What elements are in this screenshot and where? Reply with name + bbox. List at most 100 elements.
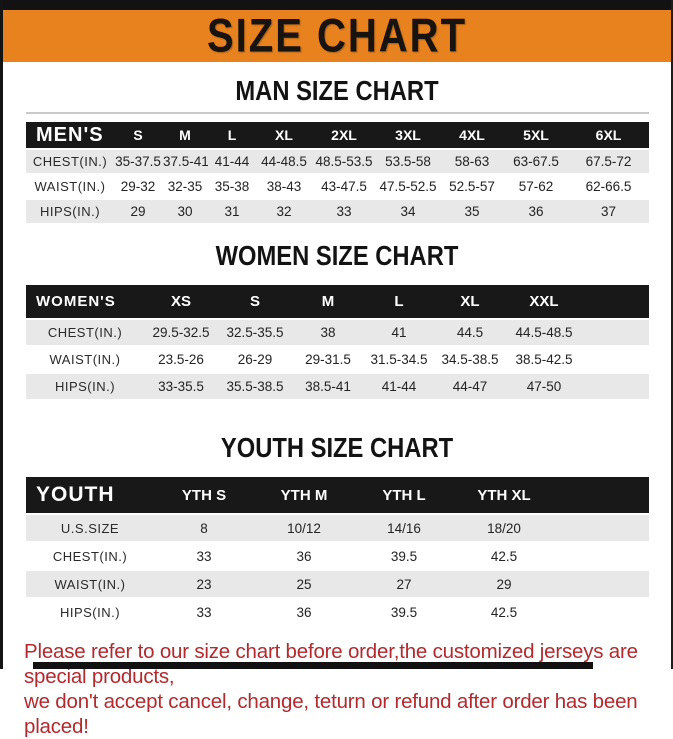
size-cell: 30 bbox=[162, 200, 208, 223]
size-cell: 36 bbox=[254, 599, 354, 625]
women-size-col: XXL bbox=[506, 285, 582, 318]
page-title: SIZE CHART bbox=[207, 9, 467, 62]
size-cell: 8 bbox=[154, 515, 254, 541]
row-label: WAIST(IN.) bbox=[26, 175, 114, 198]
size-cell: 67.5-72 bbox=[568, 150, 649, 173]
size-cell: 31 bbox=[208, 200, 256, 223]
size-cell: 34.5-38.5 bbox=[434, 347, 506, 372]
women-size-col: S bbox=[218, 285, 292, 318]
men-size-col: 3XL bbox=[376, 122, 440, 148]
size-cell: 35.5-38.5 bbox=[218, 374, 292, 399]
size-cell: 35-38 bbox=[208, 175, 256, 198]
header-filler bbox=[582, 285, 649, 318]
size-cell: 27 bbox=[354, 571, 454, 597]
row-label: U.S.SIZE bbox=[26, 515, 154, 541]
size-cell: 53.5-58 bbox=[376, 150, 440, 173]
youth-chest-row: CHEST(IN.) 33 36 39.5 42.5 bbox=[26, 543, 649, 569]
size-cell: 34 bbox=[376, 200, 440, 223]
size-cell: 33 bbox=[154, 543, 254, 569]
size-cell: 52.5-57 bbox=[440, 175, 504, 198]
size-cell: 42.5 bbox=[454, 599, 554, 625]
title-banner: SIZE CHART bbox=[3, 9, 671, 62]
size-cell: 47-50 bbox=[506, 374, 582, 399]
row-label: HIPS(IN.) bbox=[26, 200, 114, 223]
filler-cell bbox=[554, 515, 649, 541]
size-cell: 26-29 bbox=[218, 347, 292, 372]
men-waist-row: WAIST(IN.) 29-32 32-35 35-38 38-43 43-47… bbox=[26, 175, 649, 198]
row-label: WAIST(IN.) bbox=[26, 347, 144, 372]
women-section-heading: WOMEN SIZE CHART bbox=[215, 240, 459, 272]
size-cell: 31.5-34.5 bbox=[364, 347, 434, 372]
size-cell: 23.5-26 bbox=[144, 347, 218, 372]
size-cell: 43-47.5 bbox=[312, 175, 376, 198]
youth-size-col: YTH XL bbox=[454, 477, 554, 513]
size-cell: 18/20 bbox=[454, 515, 554, 541]
filler-cell bbox=[582, 374, 649, 399]
men-size-col: 5XL bbox=[504, 122, 568, 148]
size-cell: 41 bbox=[364, 320, 434, 345]
men-size-table: MEN'S S M L XL 2XL 3XL 4XL 5XL 6XL CHEST… bbox=[26, 120, 649, 225]
row-label: CHEST(IN.) bbox=[26, 150, 114, 173]
size-cell: 44.5 bbox=[434, 320, 506, 345]
women-size-col: XS bbox=[144, 285, 218, 318]
size-cell: 23 bbox=[154, 571, 254, 597]
men-size-col: L bbox=[208, 122, 256, 148]
bottom-black-bar bbox=[33, 662, 593, 669]
size-cell: 33 bbox=[154, 599, 254, 625]
size-cell: 42.5 bbox=[454, 543, 554, 569]
men-chest-row: CHEST(IN.) 35-37.5 37.5-41 41-44 44-48.5… bbox=[26, 150, 649, 173]
size-cell: 48.5-53.5 bbox=[312, 150, 376, 173]
size-cell: 14/16 bbox=[354, 515, 454, 541]
youth-header-row: YOUTH YTH S YTH M YTH L YTH XL bbox=[26, 477, 649, 513]
size-cell: 29-31.5 bbox=[292, 347, 364, 372]
youth-size-col: YTH L bbox=[354, 477, 454, 513]
size-cell: 41-44 bbox=[208, 150, 256, 173]
row-label: HIPS(IN.) bbox=[26, 374, 144, 399]
women-table-label: WOMEN'S bbox=[26, 285, 144, 318]
women-header-row: WOMEN'S XS S M L XL XXL bbox=[26, 285, 649, 318]
men-size-col: S bbox=[114, 122, 162, 148]
size-cell: 35-37.5 bbox=[114, 150, 162, 173]
youth-waist-row: WAIST(IN.) 23 25 27 29 bbox=[26, 571, 649, 597]
size-cell: 37 bbox=[568, 200, 649, 223]
row-label: CHEST(IN.) bbox=[26, 543, 154, 569]
men-section-heading: MAN SIZE CHART bbox=[235, 75, 439, 107]
size-cell: 32.5-35.5 bbox=[218, 320, 292, 345]
size-cell: 44-48.5 bbox=[256, 150, 312, 173]
youth-size-col: YTH M bbox=[254, 477, 354, 513]
size-cell: 57-62 bbox=[504, 175, 568, 198]
filler-cell bbox=[582, 320, 649, 345]
order-policy-note: Please refer to our size chart before or… bbox=[24, 639, 671, 739]
size-cell: 39.5 bbox=[354, 543, 454, 569]
women-hips-row: HIPS(IN.) 33-35.5 35.5-38.5 38.5-41 41-4… bbox=[26, 374, 649, 399]
size-cell: 63-67.5 bbox=[504, 150, 568, 173]
top-black-bar bbox=[3, 0, 671, 10]
women-size-col: L bbox=[364, 285, 434, 318]
size-cell: 38.5-41 bbox=[292, 374, 364, 399]
row-label: CHEST(IN.) bbox=[26, 320, 144, 345]
size-cell: 29-32 bbox=[114, 175, 162, 198]
size-cell: 35 bbox=[440, 200, 504, 223]
youth-hips-row: HIPS(IN.) 33 36 39.5 42.5 bbox=[26, 599, 649, 625]
size-cell: 32 bbox=[256, 200, 312, 223]
women-size-col: M bbox=[292, 285, 364, 318]
size-cell: 37.5-41 bbox=[162, 150, 208, 173]
size-cell: 38 bbox=[292, 320, 364, 345]
men-size-col: M bbox=[162, 122, 208, 148]
size-cell: 41-44 bbox=[364, 374, 434, 399]
order-policy-line2: we don't accept cancel, change, teturn o… bbox=[24, 690, 638, 738]
header-filler bbox=[554, 477, 649, 513]
size-cell: 47.5-52.5 bbox=[376, 175, 440, 198]
size-cell: 33 bbox=[312, 200, 376, 223]
size-cell: 25 bbox=[254, 571, 354, 597]
women-size-table: WOMEN'S XS S M L XL XXL CHEST(IN.) 29.5-… bbox=[26, 283, 649, 401]
size-cell: 62-66.5 bbox=[568, 175, 649, 198]
men-table-label: MEN'S bbox=[26, 122, 114, 148]
filler-cell bbox=[554, 599, 649, 625]
size-cell: 33-35.5 bbox=[144, 374, 218, 399]
youth-size-col: YTH S bbox=[154, 477, 254, 513]
men-table-top-rule bbox=[26, 112, 649, 114]
men-size-col: 6XL bbox=[568, 122, 649, 148]
youth-table-label: YOUTH bbox=[26, 477, 154, 513]
size-cell: 32-35 bbox=[162, 175, 208, 198]
